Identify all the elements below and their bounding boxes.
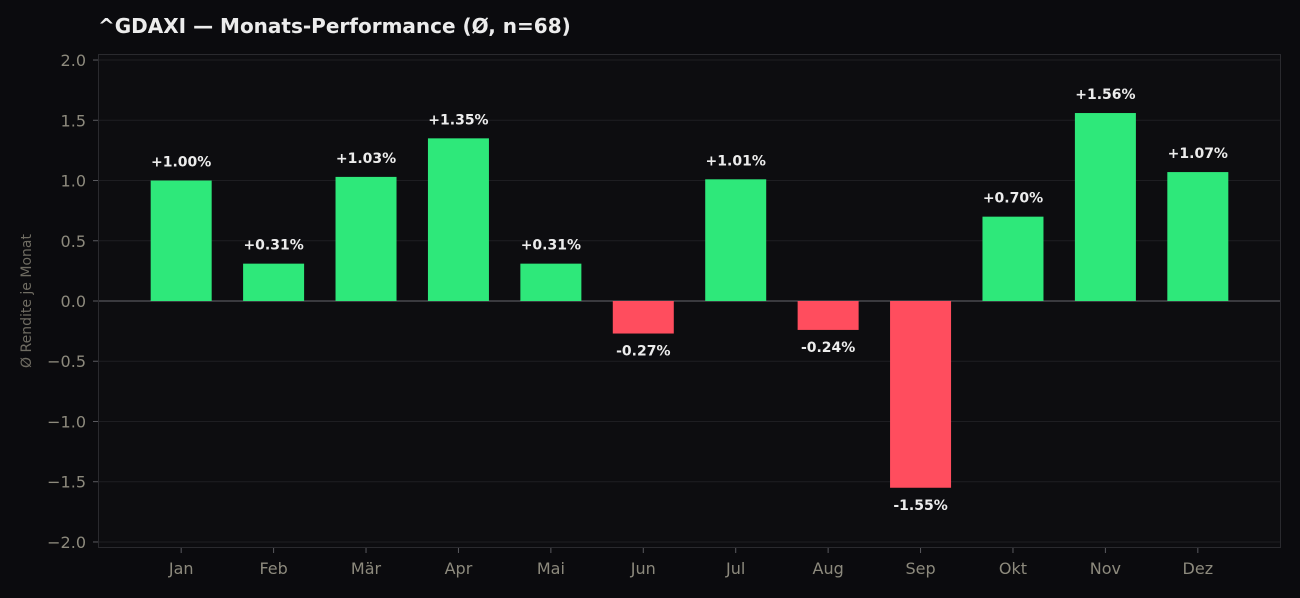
x-tick-label: Mär bbox=[351, 559, 382, 578]
y-tick-label: 0.0 bbox=[61, 292, 86, 311]
x-tick-label: Aug bbox=[813, 559, 844, 578]
data-label: +0.70% bbox=[983, 191, 1043, 207]
x-axis-ticks: Jan Feb Mär Apr Mai Jun Jul Aug Sep Okt Nov Dez bbox=[168, 548, 1213, 578]
bar-nov bbox=[1074, 113, 1136, 301]
data-label: +1.03% bbox=[336, 151, 396, 167]
data-label: +0.31% bbox=[243, 238, 303, 254]
y-tick-label: −1.5 bbox=[47, 473, 86, 492]
bars bbox=[150, 113, 1229, 488]
y-tick-label: −1.0 bbox=[47, 412, 86, 431]
x-tick-label: Sep bbox=[905, 559, 935, 578]
y-tick-label: 0.5 bbox=[61, 232, 86, 251]
data-label: +0.31% bbox=[521, 238, 581, 254]
data-label: -0.24% bbox=[801, 340, 855, 356]
x-tick-label: Jan bbox=[168, 559, 194, 578]
data-label: +1.35% bbox=[428, 112, 488, 128]
x-tick-label: Jul bbox=[725, 559, 745, 578]
x-tick-label: Apr bbox=[445, 559, 473, 578]
bar-feb bbox=[243, 263, 305, 301]
bar-jan bbox=[150, 180, 212, 301]
y-tick-label: −0.5 bbox=[47, 352, 86, 371]
data-label: +1.56% bbox=[1075, 87, 1135, 103]
bar-aug bbox=[797, 301, 859, 330]
y-tick-label: 2.0 bbox=[61, 51, 86, 70]
y-tick-label: 1.0 bbox=[61, 172, 86, 191]
y-tick-label: −2.0 bbox=[47, 533, 86, 552]
x-tick-label: Nov bbox=[1090, 559, 1121, 578]
data-label: +1.01% bbox=[706, 153, 766, 169]
bar-apr bbox=[427, 138, 489, 301]
bar-mai bbox=[520, 263, 582, 301]
plot-border bbox=[98, 54, 1281, 548]
data-label: -0.27% bbox=[616, 344, 670, 360]
x-tick-label: Jun bbox=[630, 559, 656, 578]
data-labels: +1.00% +0.31% +1.03% +1.35% +0.31% -0.27% +1.0… bbox=[151, 87, 1228, 514]
x-tick-label: Feb bbox=[259, 559, 287, 578]
data-label: -1.55% bbox=[893, 498, 947, 514]
x-tick-label: Okt bbox=[999, 559, 1027, 578]
y-axis-ticks: 2.0 1.5 1.0 0.5 0.0 −0.5 −1.0 −1.5 −2.0 bbox=[47, 51, 98, 552]
bar-sep bbox=[890, 301, 952, 488]
bar-mär bbox=[335, 176, 397, 301]
data-label: +1.07% bbox=[1168, 146, 1228, 162]
y-tick-label: 1.5 bbox=[61, 111, 86, 130]
bar-okt bbox=[982, 216, 1044, 301]
bar-jul bbox=[705, 179, 767, 301]
bar-jun bbox=[612, 301, 674, 334]
chart-title: ^GDAXI — Monats-Performance (Ø, n=68) bbox=[98, 14, 571, 38]
data-label: +1.00% bbox=[151, 155, 211, 171]
x-tick-label: Dez bbox=[1183, 559, 1214, 578]
x-tick-label: Mai bbox=[537, 559, 565, 578]
bar-dez bbox=[1167, 172, 1229, 301]
y-axis-label: Ø Rendite je Monat bbox=[19, 234, 35, 368]
